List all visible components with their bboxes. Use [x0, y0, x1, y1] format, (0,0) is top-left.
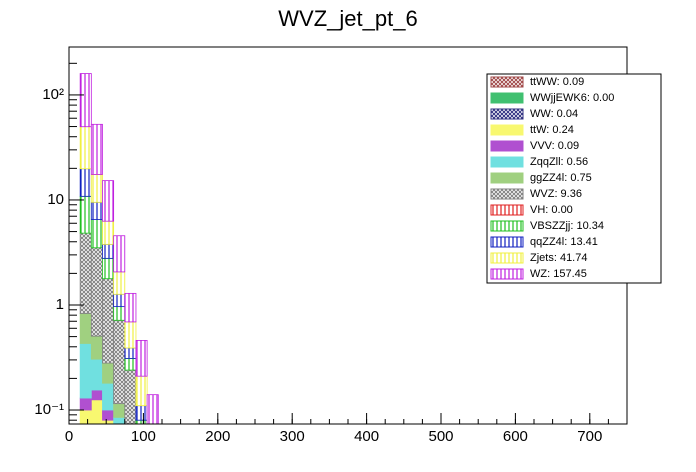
- legend-label: ttWW: 0.09: [530, 76, 584, 88]
- bar: [79, 343, 92, 399]
- legend-label: ggZZ4l: 0.75: [530, 172, 592, 184]
- bar: [79, 232, 92, 314]
- x-tick-label: 600: [503, 428, 528, 445]
- bar: [113, 319, 126, 405]
- legend-swatch: [490, 268, 524, 280]
- y-tick-label: 10²: [42, 86, 64, 103]
- legend-swatch: [490, 204, 524, 216]
- legend-swatch: [490, 172, 524, 184]
- bar: [79, 195, 92, 234]
- legend-label: WW: 0.04: [530, 108, 578, 120]
- bar: [102, 243, 115, 259]
- legend-swatch: [490, 188, 524, 200]
- bar: [90, 335, 103, 360]
- bar: [79, 409, 92, 425]
- bar: [102, 257, 115, 280]
- legend-label: VBSZZjj: 10.34: [530, 220, 604, 232]
- legend-label: qqZZ4l: 13.41: [530, 236, 598, 248]
- legend-swatch: [490, 92, 524, 104]
- legend-label: ttW: 0.24: [530, 124, 574, 136]
- bar: [79, 168, 92, 197]
- bar: [113, 293, 126, 308]
- bar: [90, 219, 103, 249]
- bar: [102, 419, 115, 425]
- legend-swatch: [490, 220, 524, 232]
- bar: [79, 397, 92, 411]
- bar: [113, 403, 126, 418]
- bar: [124, 369, 137, 425]
- bar: [135, 419, 148, 425]
- bar: [90, 201, 103, 220]
- legend-label: VH: 0.00: [530, 204, 573, 216]
- legend-label: Zjets: 41.74: [530, 252, 587, 264]
- legend-label: WWjjEWK6: 0.00: [530, 92, 614, 104]
- bar: [79, 73, 92, 128]
- legend-swatch: [490, 236, 524, 248]
- y-tick-label: 10⁻¹: [34, 401, 64, 418]
- y-tick-label: 10: [47, 191, 64, 208]
- x-tick-label: 0: [65, 428, 73, 445]
- legend-swatch: [490, 108, 524, 120]
- legend-swatch: [490, 140, 524, 152]
- legend-label: ZqqZll: 0.56: [530, 156, 588, 168]
- bar: [124, 292, 137, 323]
- bar: [79, 313, 92, 344]
- legend-label: WZ: 157.45: [530, 268, 587, 280]
- bar: [135, 375, 148, 407]
- bar: [90, 247, 103, 337]
- legend-swatch: [490, 156, 524, 168]
- bar: [135, 405, 148, 421]
- legend-label: VVV: 0.09: [530, 140, 579, 152]
- x-tick-label: 100: [131, 428, 156, 445]
- legend-swatch: [490, 124, 524, 136]
- bar: [102, 278, 115, 364]
- bar: [113, 235, 126, 273]
- x-tick-label: 200: [205, 428, 230, 445]
- bar: [113, 417, 126, 425]
- bar: [102, 180, 115, 222]
- x-tick-label: 500: [428, 428, 453, 445]
- legend: ttWW: 0.09 WWjjEWK6: 0.00 WW: 0.04 ttW: 0.2…: [486, 73, 662, 284]
- bar: [102, 382, 115, 411]
- x-tick-label: 300: [280, 428, 305, 445]
- x-tick-label: 700: [577, 428, 602, 445]
- bar: [124, 321, 137, 349]
- legend-swatch: [490, 76, 524, 88]
- bar: [90, 399, 103, 425]
- x-tick-label: 400: [354, 428, 379, 445]
- bar: [90, 123, 103, 175]
- bar: [124, 347, 137, 359]
- chart-title: WVZ_jet_pt_6: [278, 6, 417, 31]
- bar: [102, 362, 115, 384]
- bar: [124, 358, 137, 371]
- legend-label: WVZ: 9.36: [530, 188, 582, 200]
- bar: [146, 394, 159, 425]
- bar: [102, 220, 115, 245]
- bar: [90, 358, 103, 391]
- bar: [113, 271, 126, 295]
- bar: [79, 126, 92, 170]
- bar: [102, 409, 115, 421]
- legend-swatch: [490, 252, 524, 264]
- bar: [135, 340, 148, 377]
- bar: [90, 174, 103, 203]
- bar: [113, 306, 126, 321]
- y-tick-label: 1: [56, 296, 64, 313]
- bar: [90, 389, 103, 401]
